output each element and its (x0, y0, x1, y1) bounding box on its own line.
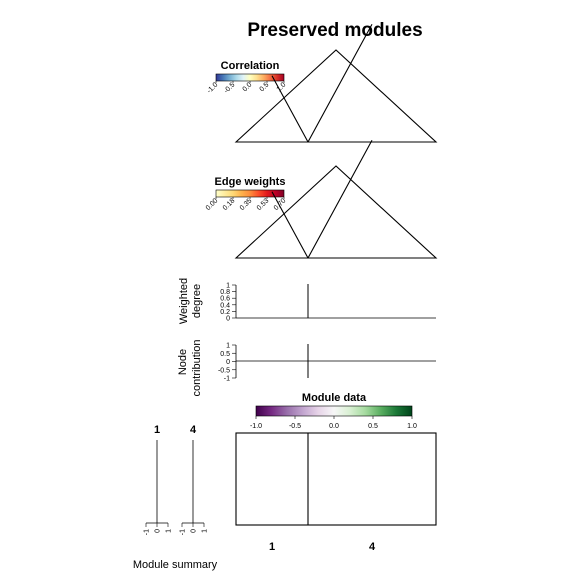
summary-axis-1: -1 0 1 (144, 522, 173, 535)
edge-weight-tick-label: 0.18 (222, 197, 237, 212)
node-contribution-ylabel-line1: Node (177, 349, 189, 375)
edge-weight-tick-label: 0.70 (273, 197, 288, 212)
summary-tick-label: 0 (191, 529, 198, 533)
edge-weight-tick-label: 0.00 (205, 197, 220, 212)
summary-axis-4: -1 0 1 (180, 522, 209, 535)
module-summary: 1 4 -1 0 1 -1 0 1 Module summary (133, 424, 218, 571)
module-data-legend-title: Module data (302, 392, 367, 404)
module-data-colorbar (255, 405, 413, 417)
node-contribution-tick-label: -0.5 (218, 367, 230, 374)
summary-tick-label: 0 (155, 529, 162, 533)
correlation-triangle-outline (234, 49, 438, 143)
correlation-heatmap (234, 23, 438, 143)
weighted-degree-panel: Weighted degree 10.80.60.40.20 (178, 278, 436, 324)
node-contribution-tick-label: 0 (226, 359, 230, 366)
weighted-degree-tick-label: 0.6 (220, 296, 230, 303)
weighted-degree-ticks: 10.80.60.40.20 (220, 283, 236, 323)
weighted-degree-tick-label: 0 (226, 316, 230, 323)
module-summary-label: Module summary (133, 559, 218, 571)
weighted-degree-tick-label: 0.2 (220, 309, 230, 316)
node-contribution-tick-label: 0.5 (220, 351, 230, 358)
module-label-4: 4 (369, 541, 376, 553)
edge-weight-ticks: 0.00 0.18 0.35 0.53 0.70 (205, 197, 288, 212)
edge-weight-tick-label: 0.53 (256, 197, 271, 212)
summary-tick-label: 1 (166, 529, 173, 533)
edge-weight-tick-label: 0.35 (239, 197, 254, 212)
module-data-tick-label: 0.0 (329, 423, 339, 430)
weighted-degree-tick-label: 0.4 (220, 302, 230, 309)
edge-module-divider-left (271, 191, 309, 259)
summary-tick-label: 1 (202, 529, 209, 533)
edge-triangle-outline (234, 165, 438, 259)
weighted-degree-ylabel-line1: Weighted (178, 278, 190, 324)
module-data-tick-label: 0.5 (368, 423, 378, 430)
edge-module-divider-right (307, 139, 373, 259)
node-contribution-panel: Node contribution 10.50-0.5 -1 (177, 340, 436, 397)
summary-tick-label: -1 (180, 529, 187, 535)
node-contribution-tick-label: -1 (224, 376, 230, 383)
summary-column-label-1: 1 (154, 424, 160, 436)
correlation-tick-label: -1.0 (206, 81, 220, 95)
module-label-1: 1 (269, 541, 275, 553)
edge-legend-title: Edge weights (215, 176, 286, 188)
weighted-degree-ylabel-line2: degree (191, 284, 203, 318)
weighted-degree-tick-label: 1 (226, 283, 230, 290)
correlation-module-divider-left (271, 75, 309, 143)
node-contribution-ylabel-line2: contribution (191, 340, 203, 397)
module-data-ticks: -1.0 -0.5 0.0 0.5 1.0 (250, 416, 417, 430)
module-data-tick-label: -0.5 (289, 423, 301, 430)
plot-title: Preserved modules (247, 20, 422, 41)
edge-weights-legend: Edge weights 0.00 0.18 0.35 0.53 0.70 (205, 176, 288, 212)
edge-weights-heatmap (234, 139, 438, 259)
module-data-legend: Module data -1.0 -0.5 0.0 0.5 1.0 (250, 392, 417, 430)
correlation-legend-title: Correlation (221, 60, 280, 72)
module-data-tick-label: 1.0 (407, 423, 417, 430)
correlation-module-divider-right (307, 23, 373, 143)
node-contribution-ticks: 10.50-0.5 -1 (218, 343, 236, 383)
summary-tick-label: -1 (144, 529, 151, 535)
correlation-tick-label: 0.5 (259, 81, 271, 93)
module-data-heatmap (235, 432, 437, 526)
weighted-degree-tick-label: 0.8 (220, 289, 230, 296)
correlation-tick-label: -0.5 (223, 81, 237, 95)
node-contribution-tick-label: 1 (226, 343, 230, 350)
module-data-frame (235, 432, 437, 526)
correlation-tick-label: 1.0 (276, 81, 288, 93)
correlation-legend: Correlation -1.0 -0.5 0.0 0.5 1.0 (206, 60, 288, 95)
correlation-tick-label: 0.0 (242, 81, 254, 93)
correlation-ticks: -1.0 -0.5 0.0 0.5 1.0 (206, 81, 288, 95)
module-data-tick-label: -1.0 (250, 423, 262, 430)
summary-column-label-4: 4 (190, 424, 197, 436)
